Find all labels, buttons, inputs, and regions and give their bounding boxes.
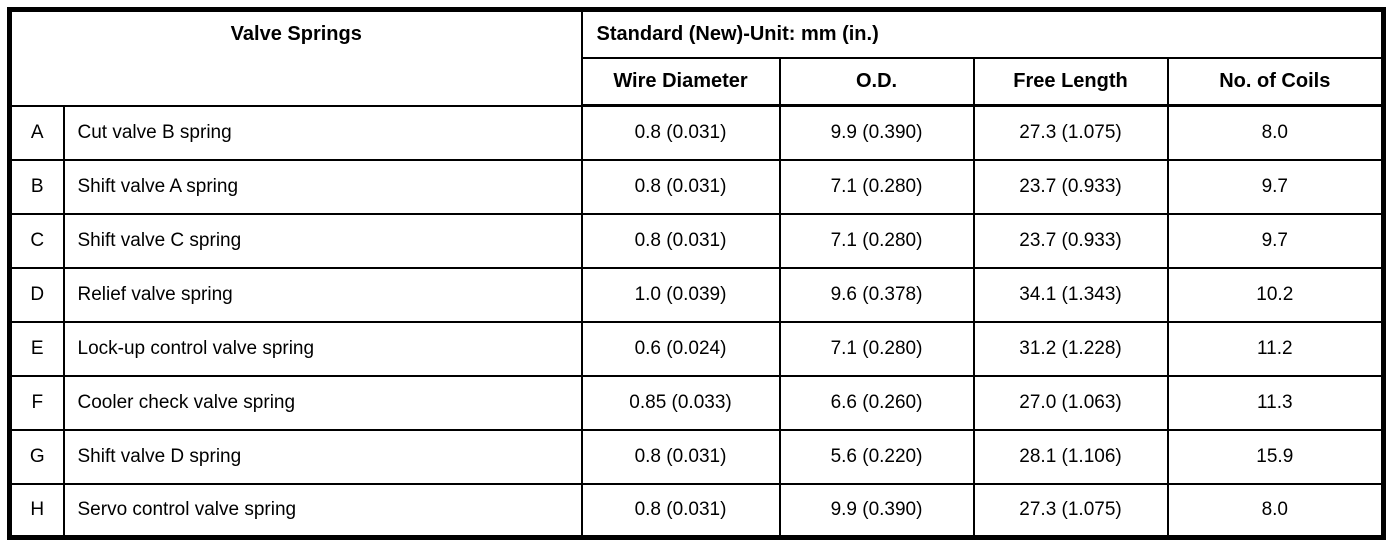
wire-diameter-value: 0.8 (0.031): [580, 158, 781, 215]
od-value: 9.6 (0.378): [778, 266, 975, 323]
spring-name: Shift valve A spring: [62, 158, 583, 215]
od-value: 9.9 (0.390): [778, 104, 975, 161]
od-value: 5.6 (0.220): [778, 428, 975, 485]
spring-name: Cut valve B spring: [62, 104, 583, 161]
column-header-no-of-coils: No. of Coils: [1166, 56, 1385, 107]
table-row: G Shift valve D spring 0.8 (0.031) 5.6 (…: [8, 428, 1385, 485]
row-letter: E: [8, 320, 65, 377]
spring-name: Shift valve D spring: [62, 428, 583, 485]
wire-diameter-value: 0.6 (0.024): [580, 320, 781, 377]
row-letter: D: [8, 266, 65, 323]
free-length-value: 27.0 (1.063): [972, 374, 1169, 431]
coils-value: 9.7: [1166, 158, 1385, 215]
free-length-value: 28.1 (1.106): [972, 428, 1169, 485]
od-value: 7.1 (0.280): [778, 212, 975, 269]
table-row: A Cut valve B spring 0.8 (0.031) 9.9 (0.…: [8, 104, 1385, 161]
free-length-value: 27.3 (1.075): [972, 104, 1169, 161]
table-row: E Lock-up control valve spring 0.6 (0.02…: [8, 320, 1385, 377]
od-value: 7.1 (0.280): [778, 320, 975, 377]
table-row: B Shift valve A spring 0.8 (0.031) 7.1 (…: [8, 158, 1385, 215]
table-title: Valve Springs: [230, 22, 362, 45]
coils-value: 10.2: [1166, 266, 1385, 323]
wire-diameter-value: 0.8 (0.031): [580, 482, 781, 539]
row-letter: F: [8, 374, 65, 431]
column-header-wire-diameter: Wire Diameter: [580, 56, 781, 107]
coils-value: 15.9: [1166, 428, 1385, 485]
free-length-value: 23.7 (0.933): [972, 158, 1169, 215]
free-length-value: 27.3 (1.075): [972, 482, 1169, 539]
row-letter: C: [8, 212, 65, 269]
coils-value: 11.2: [1166, 320, 1385, 377]
wire-diameter-value: 0.8 (0.031): [580, 428, 781, 485]
free-length-value: 34.1 (1.343): [972, 266, 1169, 323]
column-header-od: O.D.: [778, 56, 975, 107]
table-row: F Cooler check valve spring 0.85 (0.033)…: [8, 374, 1385, 431]
wire-diameter-value: 1.0 (0.039): [580, 266, 781, 323]
header-row-2: Wire Diameter O.D. Free Length No. of Co…: [10, 56, 1385, 107]
table-row: C Shift valve C spring 0.8 (0.031) 7.1 (…: [8, 212, 1385, 269]
wire-diameter-value: 0.85 (0.033): [580, 374, 781, 431]
table-row: D Relief valve spring 1.0 (0.039) 9.6 (0…: [8, 266, 1385, 323]
standard-unit-header: Standard (New)-Unit: mm (in.): [580, 8, 1385, 59]
table-title-cell: Valve Springs: [8, 8, 583, 107]
free-length-value: 31.2 (1.228): [972, 320, 1169, 377]
valve-springs-table: Valve Springs Standard (New)-Unit: mm (i…: [7, 7, 1387, 540]
row-letter: B: [8, 158, 65, 215]
coils-value: 9.7: [1166, 212, 1385, 269]
coils-value: 8.0: [1166, 104, 1385, 161]
od-value: 7.1 (0.280): [778, 158, 975, 215]
coils-value: 8.0: [1166, 482, 1385, 539]
free-length-value: 23.7 (0.933): [972, 212, 1169, 269]
spring-name: Lock-up control valve spring: [62, 320, 583, 377]
spring-name: Relief valve spring: [62, 266, 583, 323]
od-value: 9.9 (0.390): [778, 482, 975, 539]
row-letter: A: [8, 104, 65, 161]
column-header-free-length: Free Length: [972, 56, 1169, 107]
coils-value: 11.3: [1166, 374, 1385, 431]
spring-name: Servo control valve spring: [62, 482, 583, 539]
row-letter: G: [8, 428, 65, 485]
spring-name: Cooler check valve spring: [62, 374, 583, 431]
row-letter: H: [8, 482, 65, 539]
od-value: 6.6 (0.260): [778, 374, 975, 431]
wire-diameter-value: 0.8 (0.031): [580, 212, 781, 269]
header-row-1: Valve Springs Standard (New)-Unit: mm (i…: [8, 8, 1385, 107]
wire-diameter-value: 0.8 (0.031): [580, 104, 781, 161]
spring-name: Shift valve C spring: [62, 212, 583, 269]
table-row: H Servo control valve spring 0.8 (0.031)…: [8, 482, 1385, 539]
